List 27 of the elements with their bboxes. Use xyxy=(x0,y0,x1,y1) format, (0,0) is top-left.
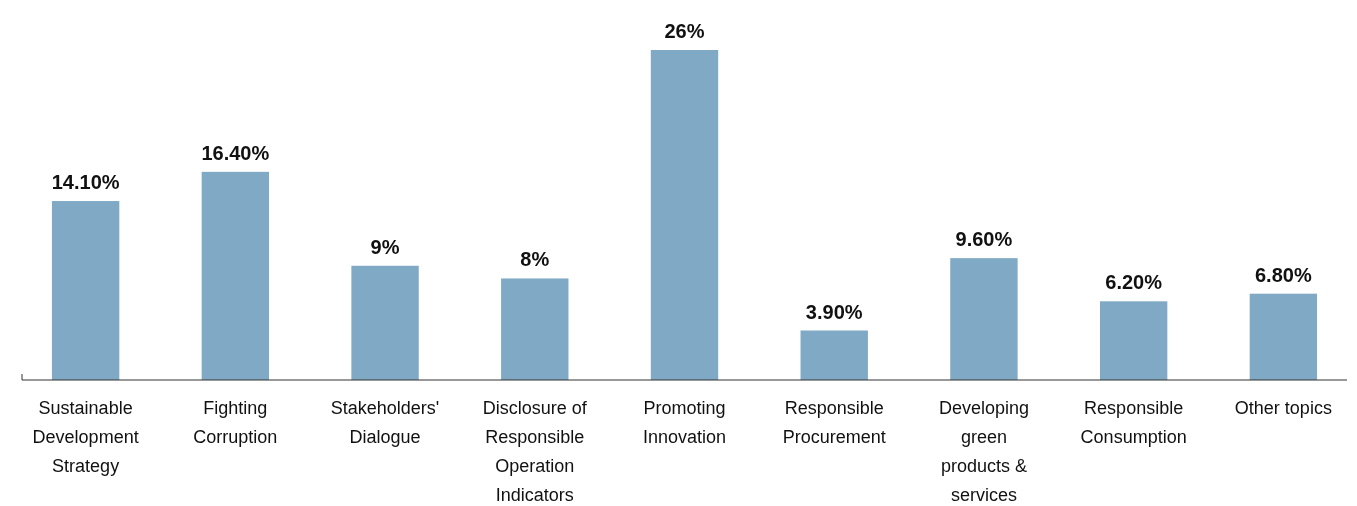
bar xyxy=(501,278,569,380)
bar xyxy=(351,265,419,380)
data-label: 6.20% xyxy=(1105,271,1163,294)
data-label: 9% xyxy=(370,235,400,258)
x-tick-label: Fighting Corruption xyxy=(193,398,278,447)
x-tick-label: Responsible Procurement xyxy=(782,398,886,447)
data-label: 3.90% xyxy=(805,300,863,323)
data-label: 6.80% xyxy=(1255,263,1312,286)
x-tick-label: Responsible Consumption xyxy=(1080,398,1187,447)
x-tick-label: Disclosure of Responsible Operation Indicators xyxy=(482,398,588,505)
data-label: 16.40% xyxy=(201,141,270,164)
bar xyxy=(51,201,120,380)
bar xyxy=(1249,293,1318,380)
bar xyxy=(800,330,868,380)
data-label: 9.60% xyxy=(955,228,1013,251)
data-label: 14.10% xyxy=(51,171,120,194)
x-tick-label: Other topics xyxy=(1234,398,1332,418)
x-tick-label: Sustainable Development Strategy xyxy=(32,398,139,476)
data-label: 26% xyxy=(664,20,705,42)
bar xyxy=(950,258,1018,380)
x-tick-label: Stakeholders' Dialogue xyxy=(330,398,440,447)
x-tick-label: Promoting Innovation xyxy=(642,398,727,447)
bar xyxy=(201,171,270,380)
data-label: 8% xyxy=(520,248,550,271)
bar xyxy=(1099,301,1168,380)
bar xyxy=(650,50,719,380)
x-tick-label: Developing green products & services xyxy=(938,398,1029,505)
